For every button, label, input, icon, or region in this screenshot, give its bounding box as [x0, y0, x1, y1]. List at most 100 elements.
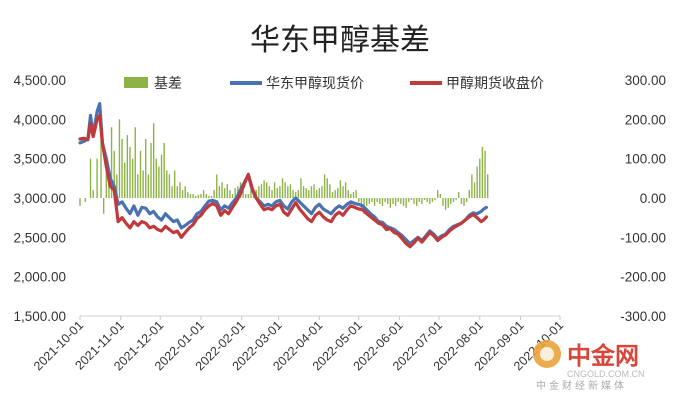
- basis-bar: [460, 198, 463, 204]
- basis-bar: [223, 188, 226, 198]
- basis-bar: [250, 190, 252, 198]
- basis-bar: [163, 142, 165, 198]
- basis-bar: [126, 135, 129, 198]
- basis-bar: [347, 190, 349, 198]
- basis-bar: [226, 184, 228, 198]
- y-right-tick-label: 0.00: [640, 191, 666, 206]
- basis-bar: [100, 139, 102, 198]
- basis-bar: [479, 158, 481, 198]
- watermark-subtitle: 中金财经新媒体: [536, 379, 627, 392]
- basis-bar: [452, 198, 455, 202]
- basis-bar: [121, 139, 123, 198]
- basis-bar: [392, 198, 394, 204]
- basis-bar: [463, 198, 465, 206]
- basis-bar: [405, 198, 407, 208]
- basis-bar: [271, 190, 273, 198]
- basis-bar: [89, 158, 92, 198]
- basis-bar: [415, 198, 418, 206]
- y-left-tick-label: 2,000.00: [13, 270, 66, 285]
- basis-bar: [229, 190, 231, 198]
- basis-bar: [92, 190, 94, 198]
- basis-bar: [389, 198, 392, 208]
- basis-bar: [350, 194, 352, 198]
- basis-bar: [316, 190, 318, 198]
- basis-bar: [294, 192, 297, 198]
- basis-bar: [131, 158, 134, 198]
- basis-bar: [305, 188, 307, 198]
- watermark-logo: 中金网 CNGOLD.COM.CN 中金财经新媒体: [533, 340, 645, 392]
- basis-bar: [326, 178, 328, 198]
- basis-bar: [292, 190, 294, 198]
- basis-bar: [429, 198, 431, 204]
- basis-bar: [355, 190, 357, 198]
- basis-bar: [150, 142, 152, 198]
- price-lines: [78, 101, 488, 249]
- basis-bar: [234, 188, 236, 198]
- basis-bar: [202, 190, 205, 198]
- basis-bar: [339, 180, 342, 198]
- basis-bar: [402, 198, 405, 206]
- basis-bar: [124, 162, 126, 198]
- basis-bar: [139, 150, 142, 198]
- basis-bar: [197, 194, 200, 198]
- basis-bar: [116, 174, 118, 198]
- basis-bar: [158, 166, 160, 198]
- basis-bar: [187, 192, 189, 198]
- x-axis: 2021-10-012021-11-012021-12-012022-01-01…: [31, 315, 566, 373]
- basis-bar: [171, 186, 173, 198]
- basis-bar: [110, 127, 113, 198]
- basis-bar: [476, 166, 478, 198]
- basis-bar: [342, 186, 344, 198]
- basis-bar: [79, 198, 81, 206]
- chart-title: 华东甲醇基差: [250, 23, 430, 58]
- basis-bar: [184, 186, 186, 198]
- y-left-tick-label: 4,000.00: [13, 112, 66, 127]
- basis-bar: [465, 198, 468, 202]
- basis-bar: [281, 178, 284, 198]
- basis-bar: [244, 194, 247, 198]
- basis-bar: [242, 190, 244, 198]
- watermark-url: CNGOLD.COM.CN: [567, 369, 645, 379]
- watermark-brand: 中金网: [567, 342, 639, 370]
- y-left-tick-label: 4,500.00: [13, 73, 66, 88]
- y-right-tick-label: -200.00: [620, 270, 666, 285]
- basis-bar: [344, 182, 347, 198]
- basis-bar: [379, 198, 381, 204]
- basis-bar: [200, 194, 202, 198]
- basis-bars: [79, 119, 489, 214]
- basis-bar: [145, 139, 147, 198]
- basis-bar: [321, 186, 323, 198]
- basis-bar: [436, 190, 439, 198]
- basis-bar: [323, 174, 326, 198]
- basis-bar: [166, 170, 168, 198]
- legend-label-spot: 华东甲醇现货价: [266, 75, 364, 92]
- y-axis-right: -300.00 -200.00 -100.00 0.00 100.00 200.00 300…: [620, 73, 666, 324]
- y-left-tick-label: 1,500.00: [13, 309, 66, 324]
- basis-bar: [173, 170, 176, 198]
- basis-bar: [444, 198, 447, 210]
- basis-bar: [358, 198, 360, 202]
- basis-bar: [397, 198, 399, 202]
- basis-bar: [313, 184, 315, 198]
- basis-bar: [208, 196, 210, 198]
- basis-bar: [387, 198, 389, 204]
- basis-bar: [394, 198, 397, 206]
- basis-bar: [423, 198, 426, 200]
- basis-bar: [329, 184, 331, 198]
- y-right-tick-label: 300.00: [625, 73, 666, 88]
- basis-bar: [160, 154, 163, 198]
- basis-bar: [102, 198, 105, 214]
- basis-bar: [276, 188, 278, 198]
- basis-bar: [421, 198, 423, 204]
- basis-bar: [371, 198, 373, 202]
- basis-bar: [279, 186, 281, 198]
- basis-bar: [147, 174, 150, 198]
- basis-bar: [408, 198, 410, 202]
- legend: 基差 华东甲醇现货价 甲醇期货收盘价: [124, 75, 544, 92]
- basis-bar: [471, 174, 473, 198]
- legend-swatch-basis: [124, 77, 148, 88]
- basis-bar: [152, 123, 155, 198]
- basis-bar: [368, 198, 371, 204]
